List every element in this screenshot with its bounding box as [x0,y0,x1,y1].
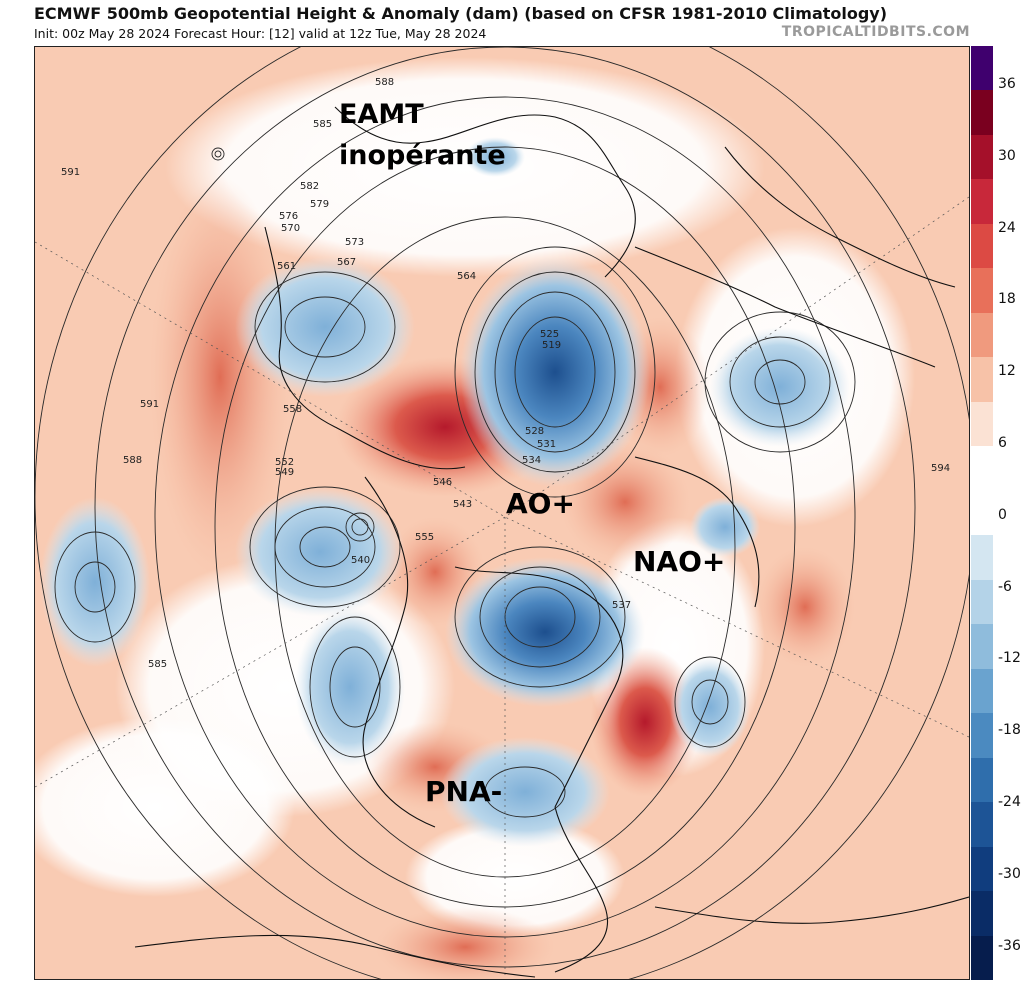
colorbar-segment [971,134,993,180]
pattern-annotations: EAMT inopérante AO+ NAO+ PNA- [339,99,725,808]
colorbar-segment [971,90,993,136]
anomaly-colorbar [971,46,993,981]
contour-label: 582 [300,181,319,192]
contour-label: 540 [351,555,370,566]
map-subtitle: Init: 00z May 28 2024 Forecast Hour: [12… [34,26,487,41]
colorbar-tick-label: -30 [998,865,1021,882]
colorbar-segment [971,46,993,91]
colorbar-segment [971,624,993,670]
colorbar-segment [971,490,993,536]
colorbar-segment [971,668,993,714]
colorbar-segment [971,401,993,447]
colorbar-tick-label: 12 [998,363,1016,380]
contour-label: 594 [931,463,950,474]
contour-label: 591 [140,399,159,410]
map-title: ECMWF 500mb Geopotential Height & Anomal… [34,4,888,23]
contour-labels: 588 585 591 582 579 576 573 570 567 564 … [61,77,950,670]
contour-label: 534 [522,455,541,466]
nao-annotation: NAO+ [633,545,725,578]
contour-label: 585 [148,659,167,670]
contour-label: 567 [337,257,356,268]
eamt-annotation: EAMT [339,99,424,130]
contour-label: 549 [275,467,294,478]
colorbar-tick-label: -12 [998,650,1021,667]
graticule-lines [35,196,969,979]
colorbar-tick-label: 0 [998,506,1007,523]
contour-label: 546 [433,477,452,488]
colorbar-segment [971,891,993,937]
colorbar-segment [971,846,993,892]
contour-label: 588 [375,77,394,88]
contour-label: 537 [612,600,631,611]
colorbar-segment [971,535,993,581]
colorbar-segment [971,579,993,625]
height-contours [35,47,969,979]
colorbar-tick-label: -6 [998,578,1012,595]
colorbar-segment [971,268,993,314]
colorbar-tick-label: 6 [998,435,1007,451]
colorbar-segment [971,446,993,492]
contour-label: 591 [61,167,80,178]
contour-label: 525 [540,329,559,340]
contour-label: 576 [279,211,298,222]
colorbar-tick-label: -36 [998,937,1021,954]
contour-label: 528 [525,426,544,437]
contour-label: 531 [537,439,556,450]
contour-label: 519 [542,340,561,351]
contour-label: 558 [283,404,302,415]
contour-label: 561 [277,261,296,272]
colorbar-tick-label: -24 [998,794,1021,810]
colorbar-segment [971,757,993,803]
colorbar-segment [971,223,993,269]
ao-annotation: AO+ [506,487,575,520]
colorbar-tick-label: 30 [998,147,1016,164]
colorbar-segment [971,802,993,848]
contour-label: 543 [453,499,472,510]
contour-label: 570 [281,223,300,234]
contour-label: 552 [275,457,294,468]
colorbar-segment [971,713,993,759]
contour-label: 564 [457,271,476,282]
map-svg: 588 585 591 582 579 576 573 570 567 564 … [35,47,969,979]
contour-label: 588 [123,455,142,466]
colorbar-tick-label: 36 [998,76,1016,92]
contour-label: 555 [415,532,434,543]
colorbar-tick-label: 18 [998,291,1016,308]
brand-watermark: TROPICALTIDBITS.COM [781,24,970,40]
colorbar-tick-label: 24 [998,219,1016,236]
contour-label: 579 [310,199,329,210]
anomaly-map: 588 585 591 582 579 576 573 570 567 564 … [34,46,970,980]
colorbar-segment [971,179,993,225]
colorbar-segment [971,357,993,403]
colorbar-segment [971,935,993,981]
contour-label: 573 [345,237,364,248]
eamt-annotation-line2: inopérante [339,140,506,171]
coastlines [134,106,969,978]
colorbar-segment [971,312,993,358]
pna-annotation: PNA- [425,775,502,808]
colorbar-tick-label: -18 [998,722,1021,739]
contour-label: 585 [313,119,332,130]
